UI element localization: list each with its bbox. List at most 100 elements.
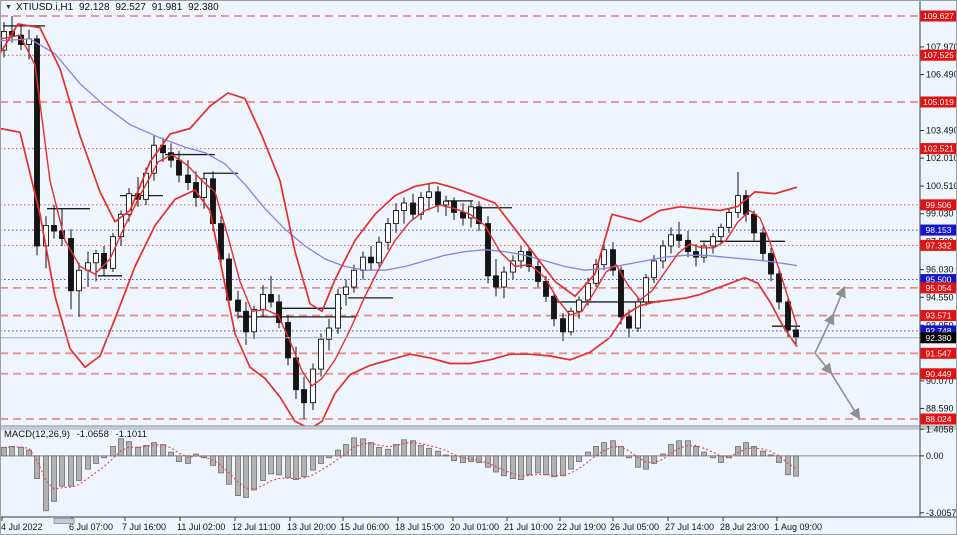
svg-text:88.024: 88.024 bbox=[926, 414, 952, 424]
candle bbox=[785, 296, 791, 338]
macd-histogram-bar bbox=[501, 455, 507, 477]
candle bbox=[501, 266, 507, 299]
trend-arrow-up[interactable] bbox=[814, 312, 835, 354]
macd-histogram-bar bbox=[285, 455, 291, 479]
macd-name: MACD(12,26,9) bbox=[4, 429, 70, 440]
macd-histogram-bar bbox=[701, 451, 707, 457]
trend-arrow-down[interactable] bbox=[814, 352, 833, 375]
time-tick-label: 27 Jul 14:00 bbox=[665, 522, 714, 532]
macd-histogram-bar bbox=[526, 455, 532, 476]
price-tick-label: 93.050 bbox=[926, 320, 954, 330]
candle bbox=[326, 318, 332, 351]
time-tick-label: 13 Jul 20:00 bbox=[287, 522, 336, 532]
chart-title: ▼ XTIUSD.i,H1 92.128 92.527 91.981 92.380 bbox=[5, 2, 222, 13]
time-tick-label: 12 Jul 11:00 bbox=[232, 522, 280, 532]
macd-histogram-bar bbox=[651, 455, 657, 464]
level-price-label: 97.332 bbox=[920, 239, 957, 251]
candle bbox=[276, 294, 282, 329]
time-tick-label: 28 Jul 23:00 bbox=[720, 522, 769, 532]
svg-text:92.380: 92.380 bbox=[926, 333, 952, 343]
moving-average-red bbox=[0, 34, 798, 387]
candle bbox=[601, 244, 607, 271]
macd-histogram-bar bbox=[610, 440, 616, 457]
svg-text:98.153: 98.153 bbox=[926, 225, 952, 235]
time-tick-label: 26 Jul 05:00 bbox=[610, 522, 659, 532]
candle bbox=[576, 296, 582, 319]
panel-divider[interactable] bbox=[0, 426, 957, 429]
macd-histogram-bar bbox=[168, 451, 174, 457]
macd-histogram-bar bbox=[34, 455, 40, 479]
macd-histogram-bar bbox=[551, 455, 557, 478]
candle bbox=[226, 253, 232, 308]
candle bbox=[393, 203, 399, 233]
candle bbox=[643, 273, 649, 306]
candle bbox=[776, 268, 782, 310]
macd-histogram-bar bbox=[176, 455, 182, 462]
level-price-label: 98.153 bbox=[920, 224, 957, 236]
svg-text:99.506: 99.506 bbox=[926, 200, 952, 210]
macd-histogram-bar bbox=[376, 446, 382, 457]
macd-histogram-bar bbox=[618, 446, 624, 457]
candle bbox=[476, 201, 482, 232]
macd-histogram-bar bbox=[585, 451, 591, 457]
price-axis[interactable]: 107.970 106.490 103.490 102.010 100.510 99.03… bbox=[919, 0, 957, 518]
svg-text:97.332: 97.332 bbox=[926, 240, 952, 250]
time-axis[interactable]: 4 Jul 2022 6 Jul 07:00 7 Jul 16:00 11 Jul 0… bbox=[0, 516, 957, 532]
band-lower-red bbox=[0, 127, 798, 426]
macd-histogram-bar bbox=[576, 455, 582, 462]
macd-histogram-bar bbox=[151, 442, 157, 457]
time-tick-label: 20 Jul 01:00 bbox=[450, 522, 499, 532]
price-tick-label: 102.010 bbox=[926, 153, 957, 163]
candle bbox=[726, 208, 732, 233]
time-tick-label: 1 Aug 09:00 bbox=[774, 522, 822, 532]
macd-histogram-bar bbox=[43, 455, 49, 512]
candle bbox=[518, 245, 524, 269]
macd-histogram-bar bbox=[226, 455, 232, 485]
macd-histogram-bar bbox=[135, 446, 141, 457]
candle bbox=[676, 221, 682, 248]
candle bbox=[351, 264, 357, 293]
macd-histogram-bar bbox=[260, 455, 266, 481]
macd-histogram-bar bbox=[343, 444, 349, 457]
macd-histogram-bar bbox=[776, 455, 782, 463]
trend-arrow-down[interactable] bbox=[830, 372, 861, 420]
chart-menu-icon[interactable]: ▼ bbox=[5, 4, 12, 11]
macd-histogram-bar bbox=[85, 455, 91, 470]
candle bbox=[426, 184, 432, 211]
macd-histogram-bar bbox=[635, 455, 641, 468]
price-tick-label: 100.510 bbox=[926, 181, 957, 191]
candle bbox=[268, 275, 274, 308]
macd-histogram-bar bbox=[751, 446, 757, 457]
macd-histogram-bar bbox=[568, 455, 574, 470]
candle bbox=[385, 218, 391, 250]
macd-histogram-bar bbox=[543, 455, 549, 476]
macd-histogram-bar bbox=[293, 455, 299, 480]
macd-histogram-bar bbox=[243, 455, 249, 498]
ohlc-open: 92.128 bbox=[78, 2, 110, 13]
macd-histogram-bar bbox=[110, 446, 116, 457]
scrollbar-thumb[interactable] bbox=[53, 518, 75, 524]
time-tick-label: 18 Jul 15:00 bbox=[395, 522, 444, 532]
macd-histogram-bar bbox=[601, 442, 607, 457]
band-upper-red bbox=[0, 23, 798, 313]
level-price-label: 109.627 bbox=[920, 10, 957, 22]
macd-panel[interactable] bbox=[0, 437, 920, 512]
level-price-label: 93.571 bbox=[920, 310, 957, 322]
trend-arrows-layer bbox=[814, 285, 861, 420]
candle bbox=[526, 247, 532, 273]
price-tick-label: 107.970 bbox=[926, 42, 957, 52]
time-tick-label: 4 Jul 2022 bbox=[1, 522, 43, 532]
macd-histogram-bar bbox=[251, 455, 257, 491]
candle bbox=[93, 249, 99, 282]
macd-histogram-bar bbox=[393, 444, 399, 457]
moving-average-blue bbox=[0, 38, 798, 271]
macd-histogram-bar bbox=[76, 455, 82, 481]
trend-arrow-up[interactable] bbox=[832, 285, 846, 316]
macd-histogram-bar bbox=[793, 455, 799, 477]
macd-histogram-bar bbox=[718, 455, 724, 463]
macd-main-value: -1.0658 bbox=[76, 429, 109, 440]
macd-histogram-bar bbox=[143, 445, 149, 457]
candle bbox=[718, 223, 724, 245]
level-price-label: 92.748 bbox=[920, 325, 957, 337]
